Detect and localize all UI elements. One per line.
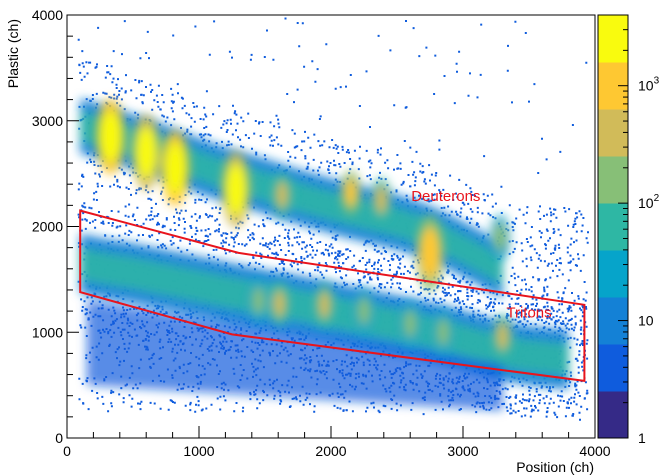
hotspot [496,322,509,351]
band-low [86,300,503,411]
colorbar-segment [598,156,628,204]
y-tick-label: 1000 [32,324,63,340]
density-hotspots [96,98,513,359]
colorbar-segment [598,15,628,63]
x-tick-label: 2000 [315,443,346,459]
triton-gate [79,209,586,383]
colorbar-segment [598,391,628,439]
hotspot [437,318,450,347]
hotspot [358,297,370,326]
y-tick-label: 0 [55,430,63,446]
x-tick-label: 0 [63,443,71,459]
colorbar-segment [598,250,628,298]
colorbar-tick-label: 102 [638,193,660,211]
hotspot [252,286,265,315]
hotspot [493,223,506,252]
x-axis-title: Position (ch) [516,459,594,475]
x-tick-label: 3000 [447,443,478,459]
hotspot [375,186,388,215]
hotspot [273,289,286,318]
x-tick-label: 1000 [183,443,214,459]
y-axis: 0 1000 2000 3000 4000 [32,7,79,446]
annotation-deuterons: Deuterons [411,188,480,205]
colorbar-tick-label: 1 [638,430,646,446]
x-tick-label: 4000 [579,443,610,459]
annotations: Deuterons Tritons [411,188,551,321]
y-axis-title: Plastic (ch) [5,19,21,88]
colorbar-frame [597,14,629,439]
y-tick-label: 3000 [32,113,63,129]
hotspot [420,226,440,279]
hotspot [165,142,186,195]
colorbar-tick-label: 103 [638,76,660,94]
colorbar-segment [598,203,628,251]
hotspot [276,180,289,209]
x-axis: 0 1000 2000 3000 4000 [63,426,611,459]
y-tick-label: 2000 [32,219,63,235]
hotspot [404,309,417,338]
hotspot [225,163,246,216]
annotation-tritons: Tritons [506,304,551,321]
plot-area [77,17,589,421]
colorbar: 1 10 102 103 [597,14,660,446]
colorbar-tick-label: 10 [638,313,654,329]
gate-layer [79,209,586,383]
hotspot [318,290,331,319]
hotspot [344,178,357,207]
y-tick-label: 4000 [32,7,63,23]
hotspot [100,110,121,163]
hotspot [136,126,157,179]
